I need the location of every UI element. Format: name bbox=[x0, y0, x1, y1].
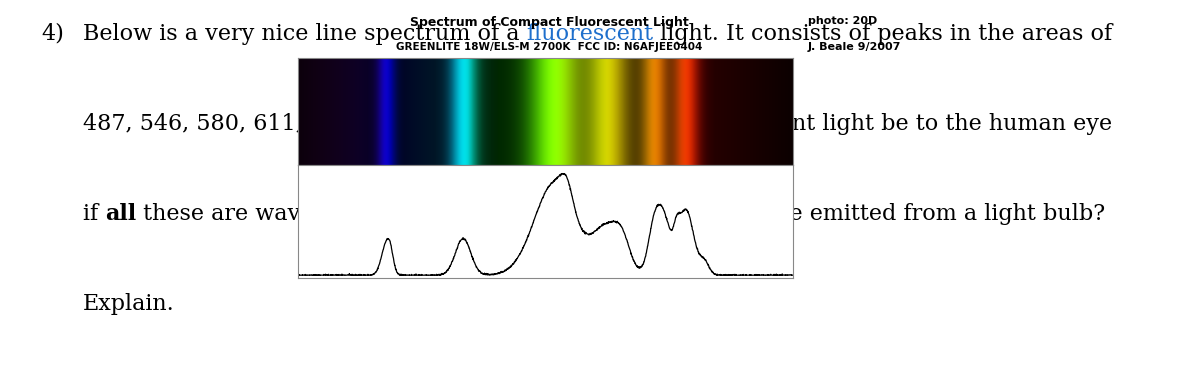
Text: if: if bbox=[83, 203, 104, 225]
Text: 4): 4) bbox=[42, 23, 65, 45]
Text: photo: 20D: photo: 20D bbox=[808, 16, 877, 26]
Text: Explain.: Explain. bbox=[83, 293, 174, 315]
Text: GREENLITE 18W/ELS-M 2700K  FCC ID: N6AFJEE0404: GREENLITE 18W/ELS-M 2700K FCC ID: N6AFJE… bbox=[396, 41, 703, 52]
Text: fluorescent: fluorescent bbox=[526, 23, 653, 45]
Text: all: all bbox=[104, 203, 136, 225]
Text: Spectrum of Compact Fluorescent Light: Spectrum of Compact Fluorescent Light bbox=[410, 16, 689, 29]
Text: Below is a very nice line spectrum of a: Below is a very nice line spectrum of a bbox=[83, 23, 526, 45]
Text: 487, 546, 580, 611, 631 nm. What “color” should the fluorescent light be to the : 487, 546, 580, 611, 631 nm. What “color”… bbox=[83, 113, 1111, 135]
Text: these are wavelengths present at once, like when they are emitted from a light b: these are wavelengths present at once, l… bbox=[136, 203, 1105, 225]
Text: J. Beale 9/2007: J. Beale 9/2007 bbox=[808, 41, 901, 52]
Text: light. It consists of peaks in the areas of: light. It consists of peaks in the areas… bbox=[653, 23, 1112, 45]
